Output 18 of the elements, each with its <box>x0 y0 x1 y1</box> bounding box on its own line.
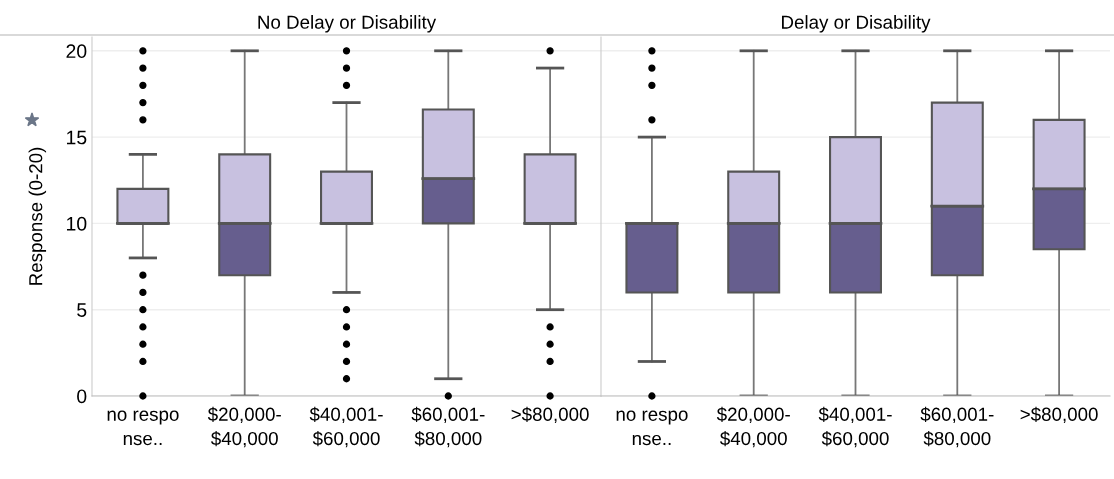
chart-title: Delay or Disability <box>782 15 931 33</box>
x-tick-label: $60,001- $80,000 <box>411 406 485 448</box>
x-tick-label: >$80,000 <box>511 406 589 424</box>
x-tick-label: $20,000- $40,000 <box>716 406 790 448</box>
chart-title: No Delay or Disability <box>258 15 437 33</box>
y-tick-label: 5 <box>77 303 87 317</box>
x-tick-label: $40,001- $60,000 <box>818 406 892 448</box>
x-tick-label: $20,000- $40,000 <box>207 406 281 448</box>
y-tick-label: 0 <box>77 389 87 404</box>
y-tick-label: 15 <box>67 130 87 145</box>
y-tick-label: 20 <box>66 44 87 59</box>
y-tick-label: 10 <box>67 216 87 231</box>
x-tick-label: no respo nse.. <box>107 410 179 446</box>
x-tick-label: $60,001- $80,000 <box>920 406 994 448</box>
y-axis-title: Response (0-20) <box>28 147 47 285</box>
x-tick-label: $40,001- $60,000 <box>309 406 383 448</box>
x-tick-label: no respo nse.. <box>616 410 688 446</box>
x-tick-label: >$80,000 <box>1020 406 1098 424</box>
